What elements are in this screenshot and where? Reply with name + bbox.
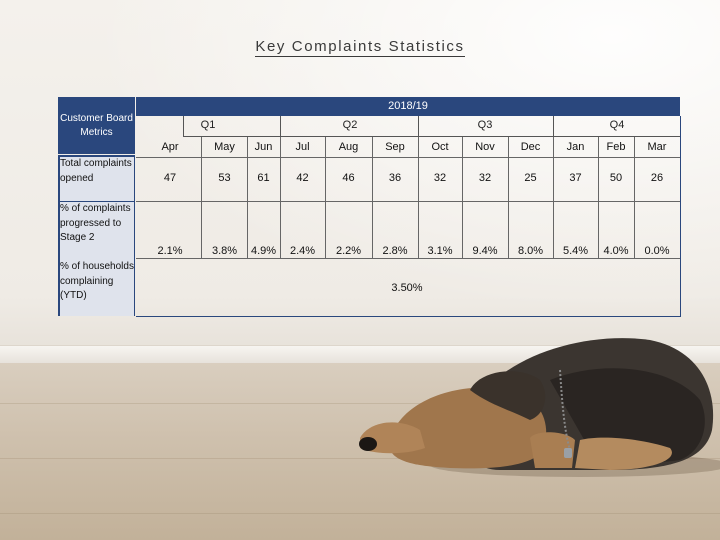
month-header: May (214, 141, 235, 153)
stage2-cell: 2.8% (382, 245, 408, 257)
total-complaints-cell: 37 (569, 172, 582, 184)
q1-bracket (183, 116, 184, 136)
total-complaints-cell: 36 (388, 172, 402, 184)
row-label-stage2: % of complaints progressed to Stage 2 (60, 202, 134, 260)
metrics-row-labels: Total complaints opened % of complaints … (58, 155, 135, 316)
page-title-container: Key Complaints Statistics (0, 38, 720, 57)
stage2-cell: 9.4% (472, 245, 498, 257)
total-complaints-cell: 32 (433, 172, 447, 184)
month-header: Aug (338, 141, 359, 153)
q2-bracket (280, 116, 281, 136)
month-header: Jul (295, 141, 310, 153)
total-complaints-cell: 42 (296, 172, 309, 184)
quarter-q2: Q2 (342, 119, 358, 131)
stage2-cell: 8.0% (517, 245, 544, 257)
stage2-cell: 5.4% (562, 245, 589, 257)
row-label-total-complaints: Total complaints opened (60, 157, 134, 201)
stage2-cell: 4.9% (250, 245, 277, 257)
month-header: Feb (606, 141, 626, 153)
q4-bracket (553, 116, 554, 136)
stage2-cell: 3.1% (427, 245, 453, 257)
total-complaints-cell: 25 (524, 172, 537, 184)
month-header: Oct (431, 141, 449, 153)
stage2-cell: 4.0% (603, 245, 629, 257)
month-header: Apr (161, 141, 179, 153)
metrics-column-header-label: Customer Board Metrics (60, 112, 133, 138)
month-header: Dec (520, 141, 541, 153)
quarter-q3: Q3 (477, 119, 493, 131)
year-header: 2018/19 (136, 97, 680, 116)
row-label-households: % of households complaining (YTD) (60, 260, 134, 316)
total-complaints-cell: 32 (478, 172, 492, 184)
total-complaints-cell: 53 (218, 172, 231, 184)
households-ytd-cell: 3.50% (391, 282, 423, 294)
month-header: Sep (385, 141, 405, 153)
stage2-cell: 2.4% (289, 245, 316, 257)
stage2-cell: 2.2% (335, 245, 362, 257)
stage2-cell: 3.8% (211, 245, 238, 257)
stage2-cell: 2.1% (157, 245, 183, 257)
total-complaints-cell: 61 (257, 172, 270, 184)
metrics-column-header: Customer Board Metrics (58, 97, 135, 154)
month-header: Mar (647, 141, 667, 153)
q3-bracket (418, 116, 419, 136)
stage2-cell: 0.0% (644, 245, 670, 257)
month-header: Nov (475, 141, 495, 153)
total-complaints-cell: 47 (163, 172, 177, 184)
month-header: Jan (566, 141, 585, 153)
page-title: Key Complaints Statistics (255, 38, 465, 57)
quarter-q4: Q4 (609, 119, 625, 131)
total-complaints-cell: 50 (609, 172, 623, 184)
total-complaints-cell: 46 (342, 172, 355, 184)
sleeping-dog-image (359, 338, 720, 477)
stats-table (136, 116, 681, 317)
quarter-q1: Q1 (200, 119, 216, 131)
total-complaints-cell: 26 (650, 172, 664, 184)
month-header: Jun (254, 141, 273, 153)
